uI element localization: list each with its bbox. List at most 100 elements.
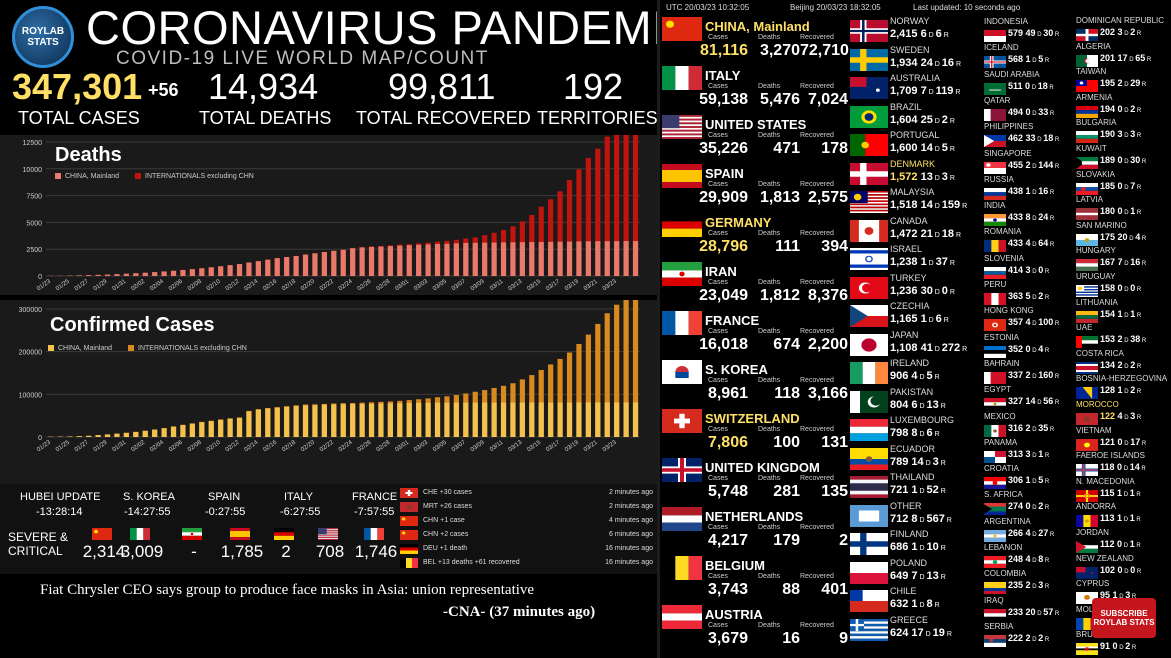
country-stats: 189 0 D 30 R [1100, 155, 1147, 165]
recovered-label: Recovered [800, 83, 834, 90]
country-entry-greece[interactable]: GREECE 624 17 D 19 R [850, 614, 982, 642]
country-entry-austria[interactable]: AUSTRIA Cases Deaths Recovered 3,679 16 9 [660, 602, 848, 651]
country-entry-lithuania[interactable]: LITHUANIA 154 1 D 1 R [1076, 298, 1168, 324]
country-stats: 624 17 D 19 R [890, 626, 952, 639]
country-entry-jordan[interactable]: JORDAN 112 0 D 1 R [1076, 528, 1168, 554]
country-entry-mexico[interactable]: MEXICO 316 2 D 35 R [984, 412, 1076, 438]
country-entry-usa[interactable]: UNITED STATES Cases Deaths Recovered 35,226 4… [660, 112, 848, 161]
country-entry-iceland[interactable]: ICELAND 568 1 D 5 R [984, 43, 1076, 69]
country-entry-sweden[interactable]: SWEDEN 1,934 24 D 16 R [850, 44, 982, 72]
country-entry-latvia[interactable]: LATVIA 180 0 D 1 R [1076, 195, 1168, 221]
country-entry-egypt[interactable]: EGYPT 327 14 D 56 R [984, 385, 1076, 411]
country-entry-czechia[interactable]: CZECHIA 1,165 1 D 6 R [850, 300, 982, 328]
x-tick-label: 03/21 [583, 278, 599, 292]
recovered-value: 65 [1135, 52, 1146, 63]
total-recovered-value: 99,811 [388, 66, 496, 107]
country-entry-kuwait[interactable]: KUWAIT 189 0 D 30 R [1076, 144, 1168, 170]
country-entry-korea[interactable]: S. KOREA Cases Deaths Recovered 8,961 118 3,16… [660, 357, 848, 406]
country-entry-india[interactable]: INDIA 433 8 D 24 R [984, 201, 1076, 227]
country-entry-chile[interactable]: CHILE 632 1 D 8 R [850, 585, 982, 613]
country-entry-other[interactable]: OTHER 712 8 D 567 R [850, 500, 982, 528]
country-entry-thailand[interactable]: THAILAND 721 1 D 52 R [850, 471, 982, 499]
country-entry-argentina[interactable]: ARGENTINA 266 4 D 27 R [984, 517, 1076, 543]
country-entry-estonia[interactable]: ESTONIA 352 0 D 4 R [984, 333, 1076, 359]
country-entry-indonesia[interactable]: INDONESIA 579 49 D 30 R [984, 17, 1076, 43]
country-entry-uae[interactable]: UAE 153 2 D 38 R [1076, 323, 1168, 349]
country-entry-portugal[interactable]: PORTUGAL 1,600 14 D 5 R [850, 129, 982, 157]
country-entry-belgium[interactable]: BELGIUM Cases Deaths Recovered 3,743 88 401 [660, 553, 848, 602]
country-entry-netherlands[interactable]: NETHERLANDS Cases Deaths Recovered 4,217 179 2 [660, 504, 848, 553]
country-entry-armenia[interactable]: ARMENIA 194 0 D 2 R [1076, 93, 1168, 119]
country-entry-uk[interactable]: UNITED KINGDOM Cases Deaths Recovered 5,748 2… [660, 455, 848, 504]
country-entry-serbia[interactable]: SERBIA 222 2 D 2 R [984, 622, 1076, 648]
country-entry-iraq[interactable]: IRAQ 233 20 D 57 R [984, 596, 1076, 622]
country-entry-israel[interactable]: ISRAEL 1,238 1 D 37 R [850, 243, 982, 271]
country-entry-brazil[interactable]: BRAZIL 1,604 25 D 2 R [850, 101, 982, 129]
country-entry-hongkong[interactable]: HONG KONG 357 4 D 100 R [984, 306, 1076, 332]
country-entry-finland[interactable]: FINLAND 686 1 D 10 R [850, 528, 982, 556]
recovered-label: Recovered [800, 132, 834, 139]
country-entry-safrica[interactable]: S. AFRICA 274 0 D 2 R [984, 490, 1076, 516]
country-entry-uruguay[interactable]: URUGUAY 158 0 D 0 R [1076, 272, 1168, 298]
country-entry-ireland[interactable]: IRELAND 906 4 D 5 R [850, 357, 982, 385]
country-entry-australia[interactable]: AUSTRALIA 1,709 7 D 119 R [850, 72, 982, 100]
country-entry-qatar[interactable]: QATAR 494 0 D 33 R [984, 96, 1076, 122]
country-entry-morocco[interactable]: MOROCCO 122 4 D 3 R [1076, 400, 1168, 426]
country-entry-taiwan[interactable]: TAIWAN 195 2 D 29 R [1076, 67, 1168, 93]
deaths-label: Deaths [758, 377, 781, 384]
country-entry-lebanon[interactable]: LEBANON 248 4 D 8 R [984, 543, 1076, 569]
country-entry-iran[interactable]: IRAN Cases Deaths Recovered 23,049 1,812 8,376 [660, 259, 848, 308]
country-entry-bosnia[interactable]: BOSNIA-HERZEGOVINA 128 1 D 2 R [1076, 374, 1168, 400]
country-entry-switzerland[interactable]: SWITZERLAND Cases Deaths Recovered 7,806 100 1… [660, 406, 848, 455]
country-entry-costarica[interactable]: COSTA RICA 134 2 D 2 R [1076, 349, 1168, 375]
country-entry-bulgaria[interactable]: BULGARIA 190 3 D 3 R [1076, 118, 1168, 144]
country-entry-macedonia[interactable]: N. MACEDONIA 115 1 D 1 R [1076, 477, 1168, 503]
country-entry-luxembourg[interactable]: LUXEMBOURG 798 8 D 6 R [850, 414, 982, 442]
country-entry-colombia[interactable]: COLOMBIA 235 2 D 3 R [984, 569, 1076, 595]
country-entry-vietnam[interactable]: VIETNAM 121 0 D 17 R [1076, 426, 1168, 452]
country-entry-slovenia[interactable]: SLOVENIA 414 3 D 0 R [984, 254, 1076, 280]
country-entry-dominican[interactable]: DOMINICAN REPUBLIC 202 3 D 2 R [1076, 16, 1168, 42]
country-entry-malaysia[interactable]: MALAYSIA 1,518 14 D 159 R [850, 186, 982, 214]
country-entry-andorra[interactable]: ANDORRA 113 1 D 1 R [1076, 502, 1168, 528]
country-entry-pakistan[interactable]: PAKISTAN 804 6 D 13 R [850, 386, 982, 414]
subscribe-button[interactable]: SUBSCRIBE ROYLAB STATS [1092, 598, 1156, 638]
x-tick-label: 01/29 [93, 278, 109, 292]
country-name: PAKISTAN [890, 386, 934, 397]
country-entry-sanmarino[interactable]: SAN MARINO 175 20 D 4 R [1076, 221, 1168, 247]
country-entry-singapore[interactable]: SINGAPORE 455 2 D 144 R [984, 149, 1076, 175]
country-entry-poland[interactable]: POLAND 649 7 D 13 R [850, 557, 982, 585]
country-entry-germany[interactable]: GERMANY Cases Deaths Recovered 28,796 111 394 [660, 210, 848, 259]
country-entry-japan[interactable]: JAPAN 1,108 41 D 272 R [850, 329, 982, 357]
country-entry-russia[interactable]: RUSSIA 438 1 D 16 R [984, 175, 1076, 201]
country-entry-ecuador[interactable]: ECUADOR 789 14 D 3 R [850, 443, 982, 471]
country-entry-romania[interactable]: ROMANIA 433 4 D 64 R [984, 227, 1076, 253]
country-entry-turkey[interactable]: TURKEY 1,236 30 D 0 R [850, 272, 982, 300]
x-tick-label: 02/06 [168, 278, 184, 292]
country-name: INDIA [984, 201, 1006, 211]
country-entry-panama[interactable]: PANAMA 313 3 D 1 R [984, 438, 1076, 464]
country-entry-bahrain[interactable]: BAHRAIN 337 2 D 160 R [984, 359, 1076, 385]
country-entry-italy[interactable]: ITALY Cases Deaths Recovered 59,138 5,476 7,02… [660, 63, 848, 112]
country-entry-slovakia[interactable]: SLOVAKIA 185 0 D 7 R [1076, 170, 1168, 196]
country-entry-china[interactable]: CHINA, Mainland Cases Deaths Recovered 81,11… [660, 14, 849, 63]
country-entry-norway[interactable]: NORWAY 2,415 6 D 6 R [850, 15, 982, 43]
bar-china [350, 404, 356, 437]
country-entry-spain[interactable]: SPAIN Cases Deaths Recovered 29,909 1,813 2,57… [660, 161, 848, 210]
country-entry-peru[interactable]: PERU 363 5 D 2 R [984, 280, 1076, 306]
deaths-value: 100 [773, 434, 800, 451]
country-entry-saudi[interactable]: SAUDI ARABIA 511 0 D 18 R [984, 70, 1076, 96]
country-entry-algeria[interactable]: ALGERIA 201 17 D 65 R [1076, 42, 1168, 68]
country-entry-hungary[interactable]: HUNGARY 167 7 D 16 R [1076, 246, 1168, 272]
country-entry-canada[interactable]: CANADA 1,472 21 D 18 R [850, 215, 982, 243]
country-entry-brunei[interactable]: BRUNEI 91 0 D 2 R [1076, 630, 1168, 656]
country-entry-denmark[interactable]: DENMARK 1,572 13 D 3 R [850, 158, 982, 186]
country-entry-faeroe[interactable]: FAEROE ISLANDS 118 0 D 14 R [1076, 451, 1168, 477]
country-entry-newzealand[interactable]: NEW ZEALAND 102 0 D 0 R [1076, 554, 1168, 580]
country-entry-philippines[interactable]: PHILIPPINES 462 33 D 18 R [984, 122, 1076, 148]
country-entry-france[interactable]: FRANCE Cases Deaths Recovered 16,018 674 2,200 [660, 308, 848, 357]
chile-flag-icon [850, 590, 888, 612]
country-entry-croatia[interactable]: CROATIA 306 1 D 5 R [984, 464, 1076, 490]
country-name: SLOVENIA [984, 253, 1025, 263]
